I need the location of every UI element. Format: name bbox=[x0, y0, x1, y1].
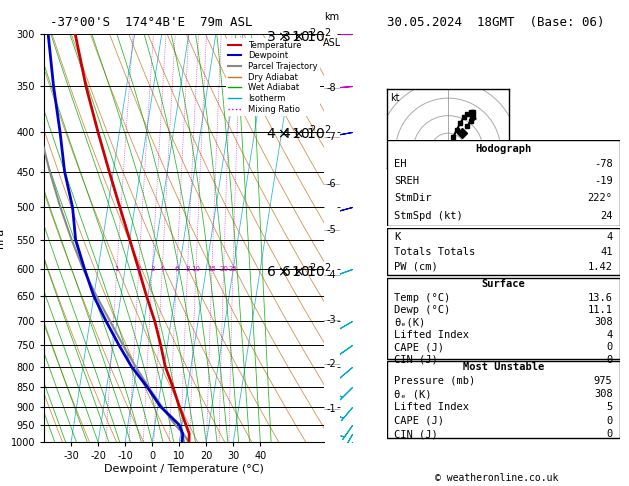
Text: Totals Totals: Totals Totals bbox=[394, 246, 475, 257]
Text: 1: 1 bbox=[114, 266, 119, 272]
Text: -3: -3 bbox=[327, 315, 337, 325]
Bar bbox=[387, 228, 620, 276]
Text: 10: 10 bbox=[191, 266, 201, 272]
Text: Surface: Surface bbox=[481, 279, 525, 289]
Text: SREH: SREH bbox=[394, 176, 419, 186]
Text: -6: -6 bbox=[327, 179, 337, 189]
Text: θₑ (K): θₑ (K) bbox=[394, 389, 431, 399]
Text: 11.1: 11.1 bbox=[587, 305, 613, 315]
Text: Most Unstable: Most Unstable bbox=[462, 363, 544, 372]
Text: 308: 308 bbox=[594, 317, 613, 328]
Text: 0: 0 bbox=[606, 355, 613, 364]
Text: 222°: 222° bbox=[587, 193, 613, 203]
Text: 8: 8 bbox=[185, 266, 190, 272]
Text: StmSpd (kt): StmSpd (kt) bbox=[394, 210, 462, 221]
Text: 4: 4 bbox=[606, 232, 613, 242]
Text: Lifted Index: Lifted Index bbox=[394, 402, 469, 413]
Text: 4: 4 bbox=[606, 330, 613, 340]
Text: 1.42: 1.42 bbox=[587, 261, 613, 272]
Text: PW (cm): PW (cm) bbox=[394, 261, 438, 272]
Text: CIN (J): CIN (J) bbox=[394, 429, 438, 439]
Text: ASL: ASL bbox=[323, 38, 341, 48]
Text: Dewp (°C): Dewp (°C) bbox=[394, 305, 450, 315]
Text: -2: -2 bbox=[327, 360, 337, 369]
Text: CAPE (J): CAPE (J) bbox=[394, 416, 444, 426]
Text: θₑ(K): θₑ(K) bbox=[394, 317, 425, 328]
Text: Lifted Index: Lifted Index bbox=[394, 330, 469, 340]
Text: -37°00'S  174°4B'E  79m ASL: -37°00'S 174°4B'E 79m ASL bbox=[50, 16, 253, 29]
Text: -8: -8 bbox=[327, 83, 337, 93]
Text: © weatheronline.co.uk: © weatheronline.co.uk bbox=[435, 473, 559, 483]
Text: 0: 0 bbox=[606, 342, 613, 352]
Text: km: km bbox=[324, 12, 340, 22]
Text: 5: 5 bbox=[606, 402, 613, 413]
Text: 24: 24 bbox=[600, 210, 613, 221]
Text: 2: 2 bbox=[136, 266, 141, 272]
Text: -5: -5 bbox=[327, 225, 337, 235]
Legend: Temperature, Dewpoint, Parcel Trajectory, Dry Adiabat, Wet Adiabat, Isotherm, Mi: Temperature, Dewpoint, Parcel Trajectory… bbox=[226, 38, 320, 116]
Text: 15: 15 bbox=[208, 266, 216, 272]
Text: 30.05.2024  18GMT  (Base: 06): 30.05.2024 18GMT (Base: 06) bbox=[387, 16, 604, 29]
Text: CIN (J): CIN (J) bbox=[394, 355, 438, 364]
Text: EH: EH bbox=[394, 159, 406, 169]
Text: 25: 25 bbox=[228, 266, 237, 272]
Text: 975: 975 bbox=[594, 376, 613, 386]
Bar bbox=[387, 278, 620, 359]
Text: 0: 0 bbox=[606, 416, 613, 426]
Text: Temp (°C): Temp (°C) bbox=[394, 293, 450, 303]
Text: 13.6: 13.6 bbox=[587, 293, 613, 303]
Text: 3: 3 bbox=[150, 266, 155, 272]
Text: CAPE (J): CAPE (J) bbox=[394, 342, 444, 352]
Text: -78: -78 bbox=[594, 159, 613, 169]
Text: Mixing Ratio (g/kg): Mixing Ratio (g/kg) bbox=[347, 192, 357, 284]
Text: K: K bbox=[394, 232, 400, 242]
Text: -1: -1 bbox=[327, 404, 337, 414]
Text: StmDir: StmDir bbox=[394, 193, 431, 203]
Text: Hodograph: Hodograph bbox=[475, 144, 532, 154]
Text: -19: -19 bbox=[594, 176, 613, 186]
Bar bbox=[387, 361, 620, 438]
X-axis label: Dewpoint / Temperature (°C): Dewpoint / Temperature (°C) bbox=[104, 464, 264, 474]
Text: 41: 41 bbox=[600, 246, 613, 257]
Text: 0: 0 bbox=[606, 429, 613, 439]
Text: kt: kt bbox=[391, 93, 400, 103]
Text: 20: 20 bbox=[219, 266, 228, 272]
Text: 4: 4 bbox=[160, 266, 164, 272]
Text: LCL: LCL bbox=[325, 432, 342, 442]
Text: 308: 308 bbox=[594, 389, 613, 399]
Y-axis label: hPa: hPa bbox=[0, 228, 5, 248]
Text: 6: 6 bbox=[174, 266, 179, 272]
Text: -4: -4 bbox=[327, 270, 337, 280]
Text: Pressure (mb): Pressure (mb) bbox=[394, 376, 475, 386]
Text: -7: -7 bbox=[327, 132, 337, 141]
